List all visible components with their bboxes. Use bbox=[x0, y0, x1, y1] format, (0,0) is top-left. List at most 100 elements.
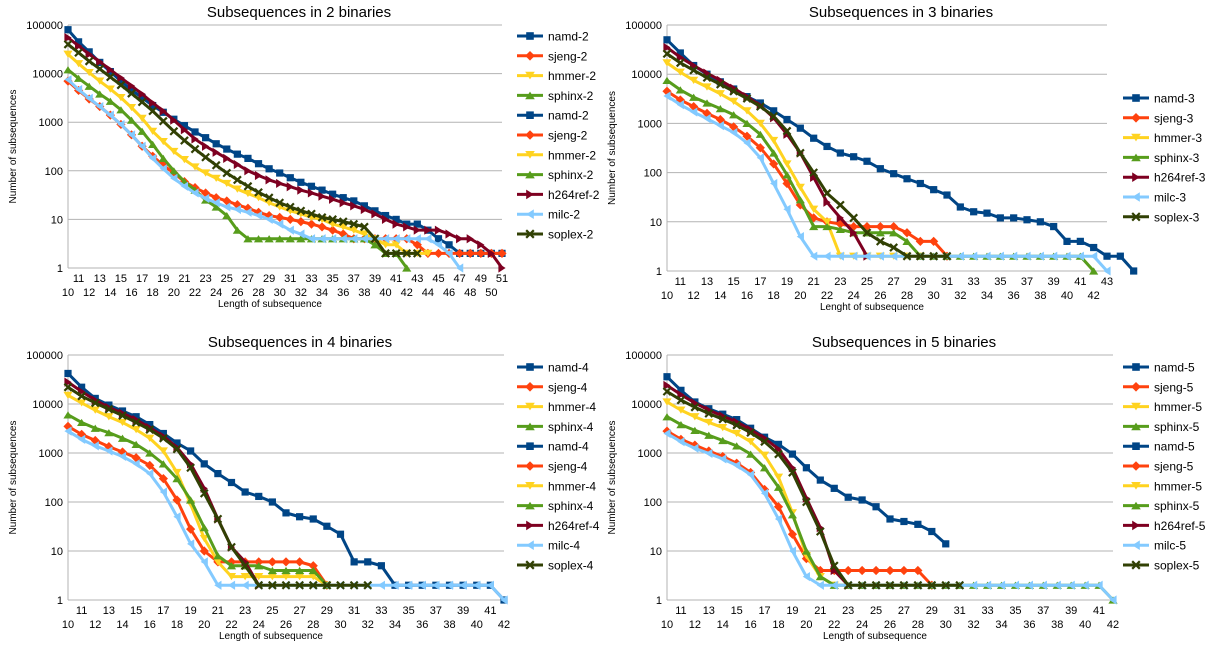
data-point bbox=[899, 580, 909, 590]
data-point bbox=[295, 573, 305, 581]
x-tick-label: 39 bbox=[457, 605, 469, 617]
legend-marker bbox=[1131, 212, 1141, 222]
x-tick-label: 21 bbox=[814, 605, 826, 617]
data-point bbox=[756, 99, 764, 107]
data-point bbox=[823, 142, 831, 151]
data-point bbox=[286, 174, 294, 182]
data-point bbox=[497, 248, 507, 258]
data-point bbox=[381, 211, 390, 220]
data-point bbox=[822, 222, 832, 231]
x-tick-label: 39 bbox=[369, 273, 381, 285]
data-point bbox=[862, 228, 872, 238]
data-point bbox=[970, 580, 978, 590]
data-point bbox=[254, 210, 263, 221]
data-point bbox=[746, 438, 756, 446]
x-tick-label: 19 bbox=[786, 605, 798, 617]
data-point bbox=[329, 190, 337, 198]
data-point bbox=[702, 99, 712, 107]
data-point bbox=[970, 208, 978, 216]
data-point bbox=[377, 562, 385, 570]
series-soplex-4 bbox=[63, 382, 373, 590]
data-point bbox=[729, 111, 739, 119]
x-tick-label: 14 bbox=[116, 619, 128, 631]
x-tick-label: 17 bbox=[758, 605, 770, 617]
data-point bbox=[662, 387, 672, 396]
data-point bbox=[77, 399, 87, 407]
legend-marker bbox=[1131, 422, 1141, 431]
data-point bbox=[663, 42, 671, 53]
data-point bbox=[733, 460, 741, 470]
data-point bbox=[473, 580, 481, 590]
data-point bbox=[201, 152, 210, 162]
data-point bbox=[1076, 237, 1084, 245]
data-point bbox=[309, 515, 317, 523]
data-point bbox=[77, 429, 87, 439]
data-point bbox=[956, 251, 964, 261]
series-h264ref-2 bbox=[64, 33, 506, 273]
data-point bbox=[253, 235, 264, 243]
data-point bbox=[265, 214, 273, 224]
data-point bbox=[704, 431, 714, 439]
legend-marker bbox=[1131, 501, 1141, 510]
data-point bbox=[760, 488, 769, 498]
x-tick-label: 20 bbox=[198, 619, 210, 631]
data-point bbox=[876, 165, 884, 173]
data-point bbox=[222, 179, 232, 188]
data-point bbox=[424, 234, 432, 244]
data-point bbox=[318, 186, 326, 194]
data-point bbox=[226, 562, 237, 570]
data-point bbox=[801, 547, 811, 555]
data-point bbox=[211, 174, 221, 182]
data-point bbox=[676, 420, 686, 429]
data-point bbox=[774, 514, 783, 524]
data-point bbox=[158, 447, 168, 455]
legend-label: hmmer-3 bbox=[1154, 131, 1202, 145]
x-tick-label: 13 bbox=[703, 605, 715, 617]
data-point bbox=[875, 237, 885, 246]
data-point bbox=[158, 116, 168, 126]
data-point bbox=[267, 557, 277, 567]
x-tick-label: 41 bbox=[1074, 276, 1086, 288]
data-point bbox=[850, 153, 858, 161]
data-point bbox=[783, 115, 791, 124]
data-point bbox=[456, 234, 464, 244]
data-point bbox=[941, 580, 951, 590]
x-tick-label: 20 bbox=[794, 290, 806, 302]
data-point bbox=[872, 503, 880, 511]
data-point bbox=[742, 94, 752, 103]
data-point bbox=[202, 141, 210, 151]
data-point bbox=[158, 137, 168, 146]
x-tick-label: 12 bbox=[83, 287, 95, 299]
data-point bbox=[816, 580, 824, 590]
x-tick-label: 21 bbox=[178, 273, 190, 285]
data-point bbox=[295, 566, 305, 575]
data-point bbox=[240, 561, 250, 571]
series-line bbox=[67, 394, 328, 587]
data-point bbox=[131, 440, 141, 448]
data-point bbox=[769, 136, 779, 145]
data-point bbox=[145, 460, 155, 470]
legend-label: hmmer-5 bbox=[1154, 400, 1202, 414]
data-point bbox=[95, 77, 105, 85]
x-tick-label: 17 bbox=[754, 276, 766, 288]
data-point bbox=[73, 60, 84, 68]
data-point bbox=[146, 420, 154, 429]
x-tick-label: 41 bbox=[1093, 605, 1105, 617]
legend-marker bbox=[525, 51, 535, 61]
x-tick-label: 23 bbox=[239, 605, 251, 617]
x-tick-label: 10 bbox=[661, 619, 673, 631]
data-point bbox=[662, 49, 672, 59]
legend-marker bbox=[1131, 461, 1141, 471]
data-point bbox=[349, 580, 359, 590]
data-point bbox=[702, 83, 712, 91]
data-point bbox=[942, 540, 950, 548]
data-point bbox=[222, 211, 232, 220]
data-point bbox=[180, 122, 189, 130]
data-point bbox=[663, 36, 671, 44]
data-point bbox=[787, 511, 798, 519]
x-tick-label: 24 bbox=[848, 290, 860, 302]
data-point bbox=[223, 145, 231, 153]
series-sjeng-3 bbox=[662, 86, 952, 261]
data-point bbox=[844, 493, 852, 501]
x-tick-label: 38 bbox=[358, 287, 370, 299]
